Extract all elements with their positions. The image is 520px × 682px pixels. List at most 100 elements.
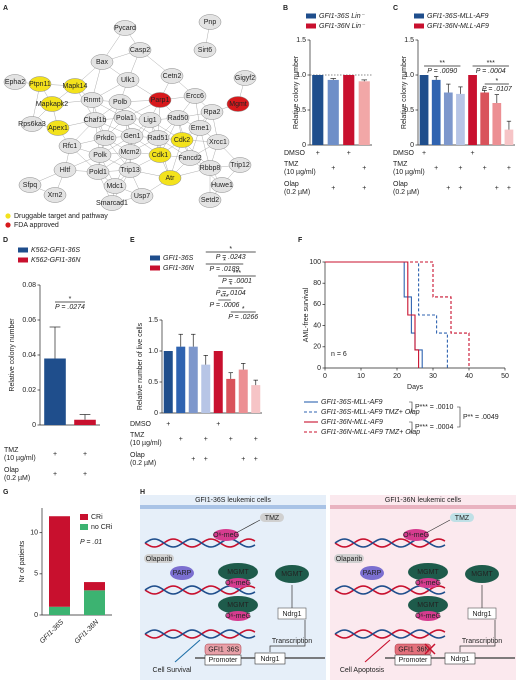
network-node bbox=[233, 70, 257, 86]
node-label: Mcm2 bbox=[120, 149, 139, 156]
condition-label: (0.2 µM) bbox=[393, 189, 419, 196]
gene-label: Ndrg1 bbox=[450, 656, 469, 663]
significance-stars: * bbox=[229, 282, 232, 289]
network-node bbox=[130, 188, 154, 204]
bar bbox=[431, 79, 441, 145]
dna-strand bbox=[144, 538, 256, 548]
arrow bbox=[459, 620, 496, 652]
node-label: Ercc6 bbox=[186, 93, 204, 100]
condition-mark: + bbox=[229, 436, 233, 443]
bar bbox=[238, 369, 248, 413]
panel-letter: G bbox=[3, 489, 9, 496]
panel-letter: H bbox=[140, 489, 145, 496]
network-node bbox=[148, 147, 172, 163]
node-label: Pnp bbox=[204, 19, 217, 26]
node-label: Rpa2 bbox=[204, 109, 221, 116]
condition-mark: + bbox=[316, 150, 320, 157]
bar bbox=[251, 385, 261, 413]
gfi1-label: GFI1 bbox=[208, 646, 224, 653]
network-node bbox=[200, 104, 224, 120]
p-value: P*** = .0004 bbox=[415, 424, 453, 431]
legend-swatch bbox=[80, 524, 88, 530]
condition-label: DMSO bbox=[284, 150, 306, 157]
condition-label: Olap bbox=[4, 467, 19, 474]
x-tick-label: GFI1-36S bbox=[39, 619, 66, 646]
bar-segment bbox=[84, 582, 105, 591]
bar bbox=[504, 129, 514, 145]
y-tick-label: 10 bbox=[30, 530, 38, 537]
x-tick-label: GFI1-36N bbox=[74, 618, 101, 645]
node-label: Xrcc1 bbox=[209, 139, 227, 146]
network-node bbox=[108, 94, 132, 110]
protein bbox=[226, 578, 250, 588]
condition-mark: + bbox=[331, 185, 335, 192]
condition-mark: + bbox=[53, 451, 57, 458]
condition-mark: + bbox=[191, 456, 195, 463]
network-node bbox=[53, 162, 77, 178]
bar bbox=[327, 79, 339, 145]
condition-label: TMZ bbox=[4, 447, 19, 454]
significance-stars: * bbox=[229, 246, 232, 253]
drug-pill bbox=[334, 554, 364, 563]
node-label: Mapk14 bbox=[63, 83, 88, 90]
y-tick-label: 0 bbox=[34, 612, 38, 619]
y-axis-label: Relative colony number bbox=[9, 318, 16, 392]
dna-strand bbox=[144, 585, 256, 595]
node-label: Cetn2 bbox=[163, 73, 182, 80]
dna-strand bbox=[334, 629, 446, 639]
y-tick-label: 1.0 bbox=[404, 72, 414, 79]
arrow bbox=[269, 620, 306, 652]
condition-mark: + bbox=[362, 165, 366, 172]
bar bbox=[358, 81, 370, 145]
promoter-label: Promoter bbox=[399, 657, 428, 664]
y-tick-label: 40 bbox=[313, 322, 321, 329]
condition-label: TMZ bbox=[130, 432, 145, 439]
promoter-box bbox=[394, 654, 432, 666]
y-tick-label: 1.5 bbox=[148, 317, 158, 324]
legend-label: K562-GFI1-36N bbox=[31, 257, 81, 264]
cell-membrane bbox=[140, 505, 326, 509]
x-axis-label: Days bbox=[407, 384, 423, 391]
p-value: P** = .0049 bbox=[463, 414, 499, 421]
condition-label: DMSO bbox=[393, 150, 415, 157]
bar bbox=[312, 75, 324, 145]
network-node bbox=[166, 110, 190, 126]
protein-label: O⁶-meG bbox=[415, 580, 441, 587]
condition-label: (0.2 µM) bbox=[284, 189, 310, 196]
condition-label: TMZ bbox=[284, 161, 299, 168]
legend-label: GFI1-36S bbox=[163, 255, 194, 262]
node-label: Setd2 bbox=[201, 197, 219, 204]
gene-label: Ndrg1 bbox=[472, 611, 491, 618]
y-tick-label: 0.5 bbox=[404, 107, 414, 114]
x-tick-label: 10 bbox=[357, 373, 365, 380]
bar bbox=[468, 75, 477, 145]
node-label: Mdc1 bbox=[106, 183, 123, 190]
node-label: Rfc1 bbox=[63, 143, 78, 150]
node-label: Pold1 bbox=[89, 169, 107, 176]
y-tick-label: 0.5 bbox=[296, 107, 306, 114]
cell-fate: Cell Apoptosis bbox=[340, 667, 385, 674]
gene-label: Ndrg1 bbox=[260, 656, 279, 663]
network-node bbox=[118, 144, 142, 160]
dna-strand bbox=[334, 585, 446, 595]
bar bbox=[163, 351, 173, 413]
network-node bbox=[113, 110, 137, 126]
node-label: Rnmt bbox=[84, 97, 101, 104]
network-node bbox=[93, 130, 117, 146]
network-node bbox=[18, 177, 42, 193]
y-axis-label: Relative colony number bbox=[293, 55, 300, 129]
significance-stars: * bbox=[242, 306, 245, 313]
legend-label: CRi bbox=[91, 514, 103, 521]
panel-letter: D bbox=[3, 237, 8, 244]
network-node bbox=[198, 14, 222, 30]
condition-label: (10 µg/ml) bbox=[4, 455, 36, 462]
network-node bbox=[100, 195, 124, 211]
protein-label: MGMT bbox=[471, 571, 493, 578]
p-value: P = .0189 bbox=[210, 266, 240, 273]
node-label: Parp1 bbox=[151, 97, 170, 104]
network-node bbox=[3, 74, 27, 90]
legend-swatch bbox=[306, 13, 316, 19]
node-label: Eme1 bbox=[191, 125, 209, 132]
p-value: P = .0090 bbox=[427, 68, 457, 75]
